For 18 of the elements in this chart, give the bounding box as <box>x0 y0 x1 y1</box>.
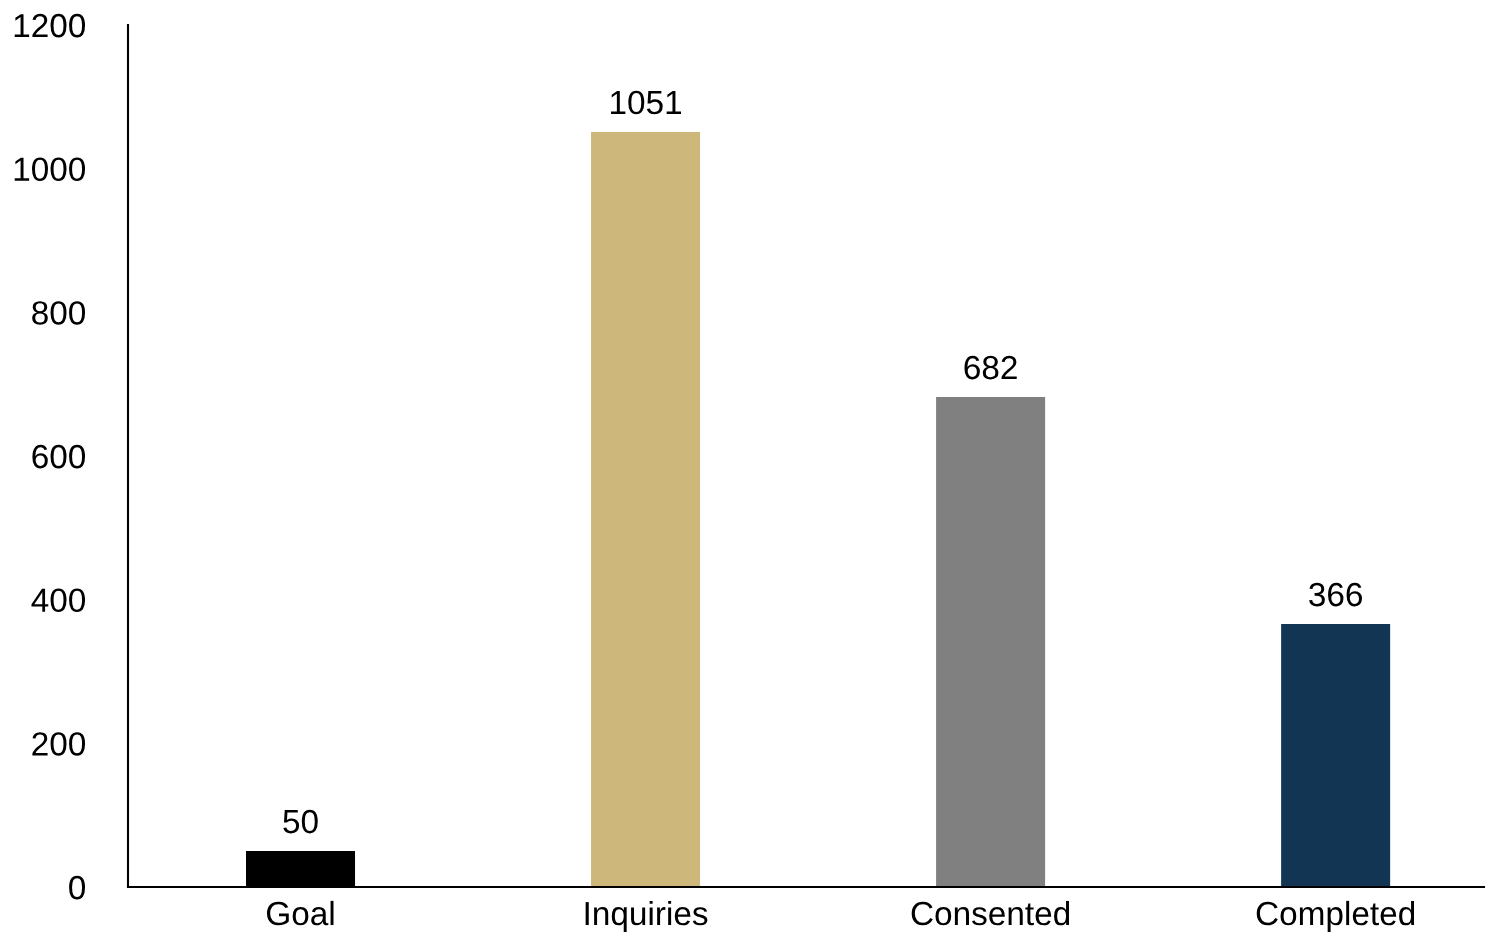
y-tick-label: 400 <box>31 588 86 613</box>
bar <box>1281 624 1391 887</box>
x-tick-label: Inquiries <box>585 900 708 932</box>
y-tick-label: 1200 <box>14 13 86 38</box>
bar <box>591 132 701 887</box>
data-label: 50 <box>283 809 318 834</box>
y-tick-label: 800 <box>32 301 86 325</box>
data-label: 682 <box>964 355 1017 380</box>
x-tick-label: Goal <box>266 900 334 926</box>
x-tick-label: Consented <box>911 900 1070 926</box>
bar <box>936 397 1046 887</box>
data-label: 1051 <box>611 90 682 115</box>
data-label: 366 <box>1309 582 1362 607</box>
y-tick-label: 1000 <box>14 157 86 182</box>
y-tick-label: 200 <box>32 732 86 756</box>
y-tick-label: 600 <box>32 444 86 469</box>
x-tick-label: Completed <box>1256 900 1415 932</box>
y-tick-label: 0 <box>69 875 86 900</box>
